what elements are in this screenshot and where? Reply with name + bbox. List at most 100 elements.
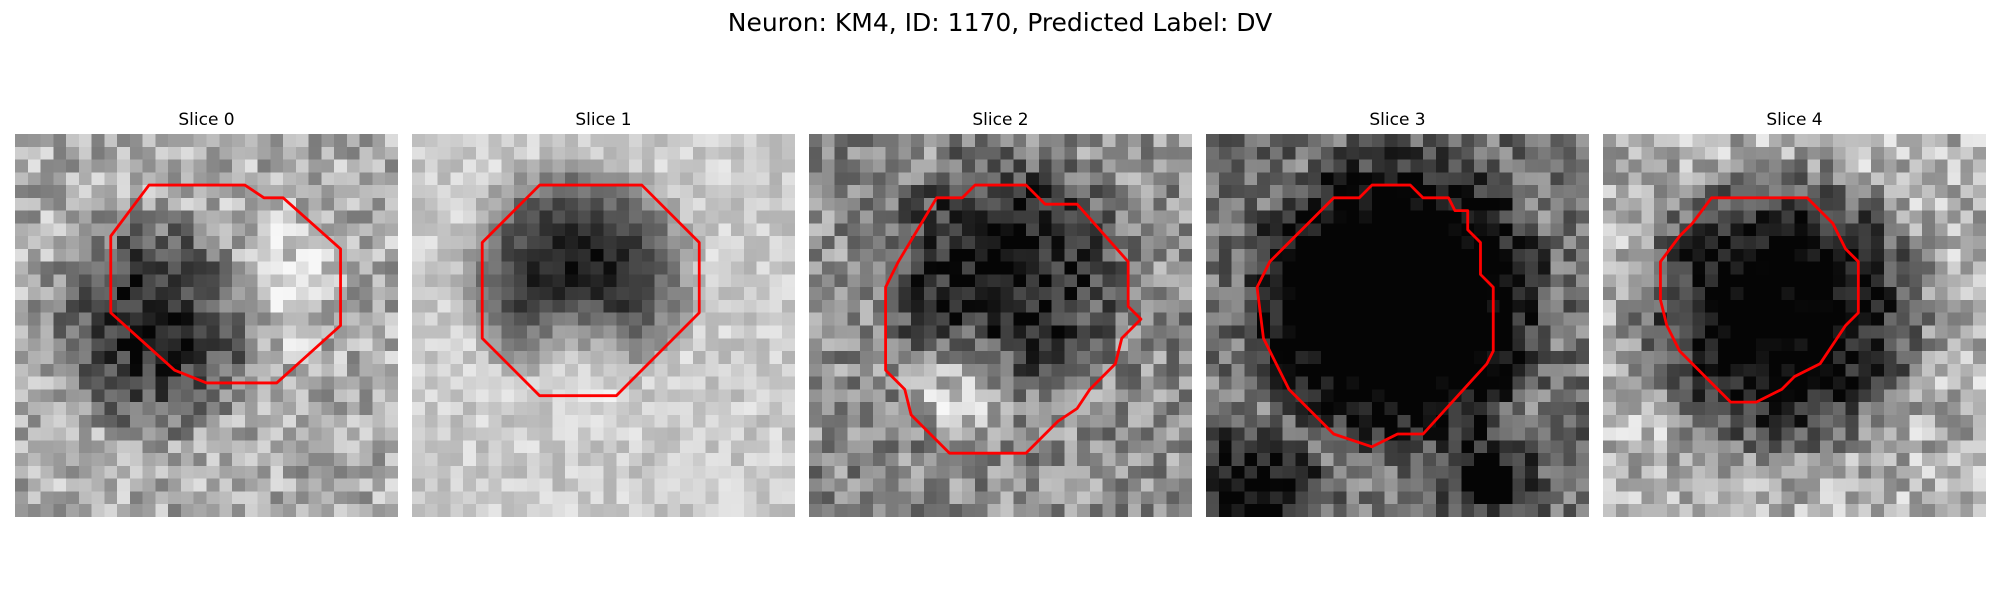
pixel bbox=[590, 197, 604, 211]
pixel bbox=[718, 185, 732, 199]
pixel bbox=[1743, 312, 1757, 326]
pixel bbox=[1218, 427, 1232, 441]
pixel bbox=[1026, 236, 1040, 250]
pixel bbox=[283, 223, 297, 237]
pixel bbox=[1845, 274, 1859, 288]
pixel bbox=[1231, 453, 1245, 467]
pixel bbox=[974, 351, 988, 365]
pixel bbox=[552, 299, 566, 313]
pixel bbox=[1308, 363, 1322, 377]
pixel bbox=[359, 210, 373, 224]
pixel bbox=[552, 210, 566, 224]
pixel bbox=[295, 389, 309, 403]
pixel bbox=[1026, 363, 1040, 377]
pixel bbox=[1909, 440, 1923, 454]
pixel bbox=[1679, 402, 1693, 416]
pixel bbox=[475, 376, 489, 390]
pixel bbox=[1615, 185, 1629, 199]
pixel bbox=[743, 261, 757, 275]
pixel bbox=[1102, 504, 1116, 517]
pixel bbox=[104, 172, 118, 186]
pixel bbox=[1692, 325, 1706, 339]
pixel bbox=[91, 197, 105, 211]
pixel bbox=[501, 427, 515, 441]
pixel bbox=[1768, 185, 1782, 199]
pixel bbox=[66, 185, 80, 199]
pixel bbox=[385, 274, 398, 288]
pixel bbox=[1486, 261, 1500, 275]
pixel bbox=[270, 185, 284, 199]
pixel bbox=[1166, 427, 1180, 441]
pixel bbox=[1820, 261, 1834, 275]
pixel bbox=[1679, 248, 1693, 262]
pixel bbox=[488, 248, 502, 262]
pixel bbox=[1756, 312, 1770, 326]
pixel bbox=[629, 236, 643, 250]
pixel bbox=[15, 261, 29, 275]
pixel bbox=[1666, 427, 1680, 441]
pixel bbox=[872, 491, 886, 505]
pixel bbox=[1730, 146, 1744, 160]
pixel bbox=[346, 427, 360, 441]
pixel bbox=[334, 414, 348, 428]
pixel bbox=[1166, 274, 1180, 288]
pixel bbox=[1269, 465, 1283, 479]
pixel bbox=[552, 261, 566, 275]
pixel bbox=[898, 453, 912, 467]
pixel bbox=[1705, 504, 1719, 517]
pixel bbox=[1692, 274, 1706, 288]
pixel bbox=[1371, 223, 1385, 237]
pixel bbox=[1960, 376, 1974, 390]
pixel bbox=[1206, 134, 1220, 148]
pixel bbox=[654, 478, 668, 492]
pixel bbox=[834, 351, 848, 365]
pixel bbox=[782, 338, 795, 352]
pixel bbox=[731, 274, 745, 288]
pixel bbox=[1051, 236, 1065, 250]
pixel bbox=[974, 299, 988, 313]
pixel bbox=[1768, 440, 1782, 454]
pixel bbox=[1269, 478, 1283, 492]
pixel bbox=[270, 325, 284, 339]
pixel bbox=[359, 338, 373, 352]
pixel bbox=[1807, 453, 1821, 467]
pixel bbox=[1666, 363, 1680, 377]
roi-outline bbox=[480, 183, 701, 398]
pixel bbox=[1231, 338, 1245, 352]
pixel bbox=[1909, 287, 1923, 301]
pixel bbox=[1359, 312, 1373, 326]
pixel bbox=[1922, 351, 1936, 365]
pixel bbox=[1576, 465, 1589, 479]
pixel bbox=[295, 146, 309, 160]
pixel bbox=[1576, 414, 1589, 428]
pixel bbox=[155, 440, 169, 454]
pixel bbox=[1692, 414, 1706, 428]
pixel bbox=[283, 274, 297, 288]
pixel bbox=[1013, 159, 1027, 173]
pixel bbox=[692, 491, 706, 505]
pixel bbox=[949, 478, 963, 492]
pixel bbox=[283, 427, 297, 441]
pixel bbox=[1794, 402, 1808, 416]
pixel bbox=[1384, 210, 1398, 224]
pixel bbox=[1244, 299, 1258, 313]
pixel bbox=[974, 274, 988, 288]
pixel bbox=[450, 197, 464, 211]
pixel bbox=[1257, 351, 1271, 365]
pixel bbox=[590, 440, 604, 454]
pixel bbox=[756, 440, 770, 454]
pixel bbox=[1525, 504, 1539, 517]
pixel bbox=[898, 299, 912, 313]
pixel bbox=[1089, 440, 1103, 454]
pixel bbox=[232, 389, 246, 403]
pixel bbox=[1115, 414, 1129, 428]
pixel bbox=[1563, 312, 1577, 326]
pixel bbox=[129, 363, 143, 377]
pixel bbox=[539, 478, 553, 492]
pixel bbox=[1922, 299, 1936, 313]
pixel bbox=[860, 146, 874, 160]
pixel bbox=[1128, 185, 1142, 199]
pixel bbox=[1089, 236, 1103, 250]
pixel bbox=[1743, 236, 1757, 250]
pixel bbox=[1603, 223, 1617, 237]
